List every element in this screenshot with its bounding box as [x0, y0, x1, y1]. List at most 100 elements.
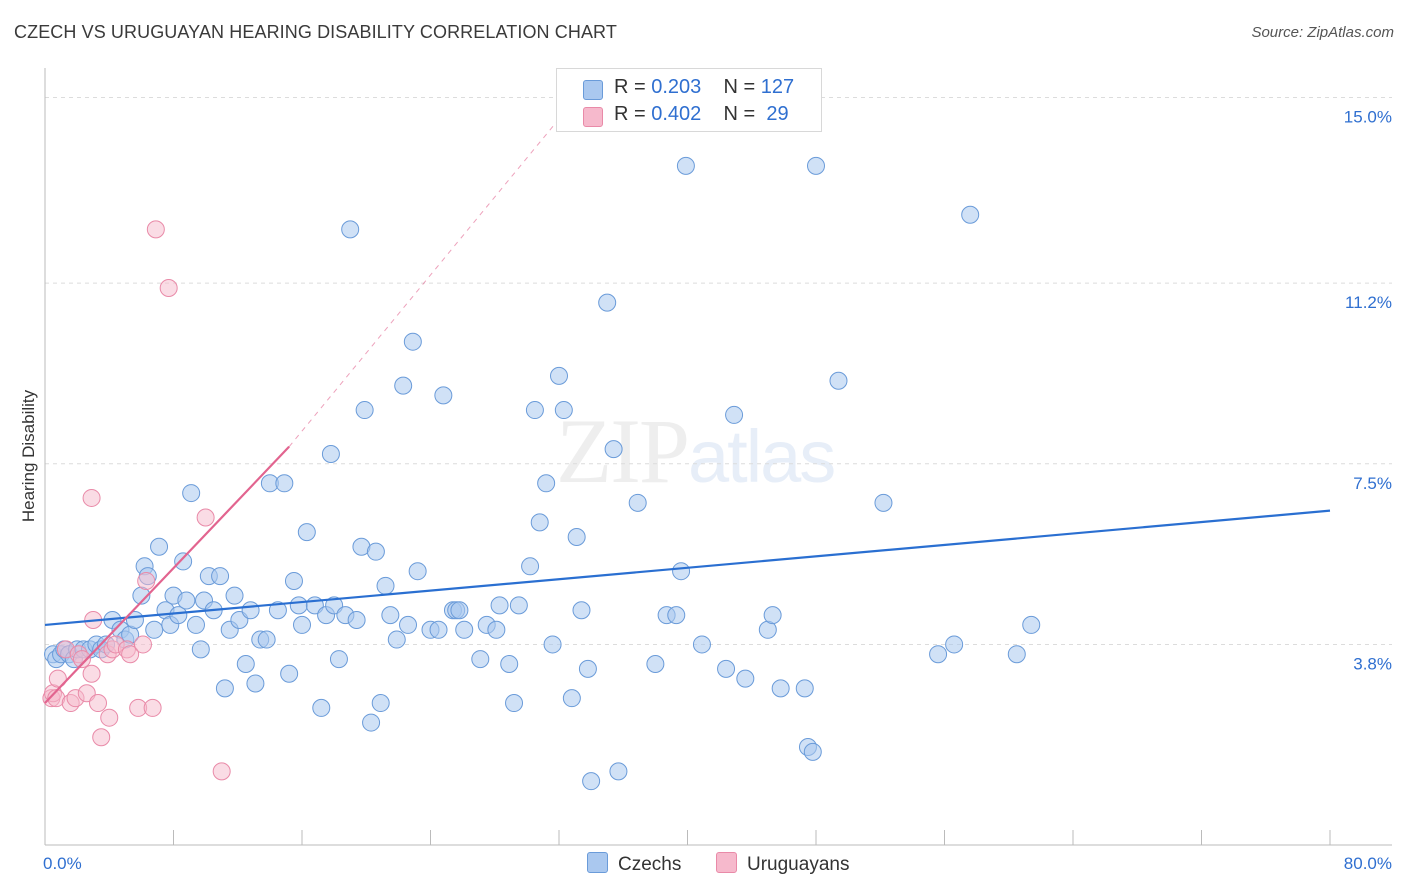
czech-point — [562, 689, 581, 708]
czech-point — [387, 630, 406, 649]
trend-lines — [44, 87, 1331, 704]
czech-point — [471, 650, 490, 669]
czech-point — [191, 640, 210, 659]
uruguayan-series — [42, 220, 231, 781]
czech-point — [525, 401, 544, 420]
czech-point — [381, 606, 400, 625]
czech-point — [550, 366, 568, 385]
czech-point — [329, 650, 348, 669]
x-tick-label: 0.0% — [43, 854, 82, 873]
y-tick-label: 7.5% — [1353, 474, 1392, 493]
czech-point — [182, 484, 201, 503]
watermark: ZIPatlas — [556, 398, 836, 504]
czech-point — [807, 156, 825, 175]
legend-row-czechs: R = 0.203 N = 127 — [557, 74, 821, 102]
uruguayan-point — [100, 708, 119, 727]
czech-point — [572, 601, 591, 620]
czech-point — [341, 220, 360, 239]
legend-text: R = 0.203 N = 127 — [614, 76, 794, 99]
czech-point — [676, 156, 695, 175]
legend-row-uruguayans: R = 0.402 N = 29 — [557, 101, 821, 129]
czech-point — [403, 332, 422, 351]
chart-title: CZECH VS URUGUAYAN HEARING DISABILITY CO… — [14, 22, 617, 42]
czech-point — [211, 567, 230, 586]
bottom-legend-uruguayans: Uruguayans — [716, 852, 849, 876]
czech-series — [44, 156, 1041, 791]
grid-lines — [45, 97, 1392, 645]
czech-point — [582, 772, 601, 791]
czech-point — [490, 596, 509, 615]
czech-point — [609, 762, 628, 781]
n-value: 29 — [760, 103, 789, 125]
uruguayan-point — [82, 664, 101, 683]
czech-point — [521, 557, 540, 576]
uruguayans-label: Uruguayans — [747, 854, 850, 875]
czech-point — [646, 654, 665, 673]
czech-point — [186, 615, 205, 634]
source-label: Source: ZipAtlas.com — [1251, 24, 1394, 41]
czech-point — [736, 669, 755, 688]
czech-point — [771, 679, 790, 698]
czech-point — [667, 606, 686, 625]
czech-point — [236, 654, 255, 673]
legend-text: R = 0.402 N = 29 — [614, 103, 789, 126]
czech-point — [434, 386, 453, 405]
czech-point — [394, 376, 413, 395]
czech-point — [1022, 615, 1041, 634]
y-tick-label: 3.8% — [1353, 654, 1392, 673]
correlation-legend: R = 0.203 N = 127 R = 0.402 N = 29 — [556, 68, 822, 132]
czech-point — [225, 586, 244, 605]
czech-point — [347, 611, 366, 630]
czech-point — [598, 293, 617, 312]
czech-point — [257, 630, 276, 649]
czech-point — [604, 440, 623, 459]
watermark-atlas: atlas — [688, 415, 836, 498]
czech-point — [543, 635, 562, 654]
uruguayan-point — [121, 645, 140, 664]
czech-point — [293, 615, 311, 634]
uruguayan-point — [133, 635, 152, 654]
r-label: R = — [614, 76, 652, 98]
uruguayan-point — [137, 571, 156, 590]
czech-swatch — [587, 852, 608, 873]
axes — [44, 68, 1392, 846]
uruguayan-swatch — [716, 852, 737, 873]
czech-point — [725, 405, 744, 424]
watermark-zip: ZIP — [556, 400, 690, 502]
czech-point — [174, 552, 193, 571]
czech-point — [376, 576, 395, 595]
uruguayan-point — [159, 278, 178, 297]
uruguayan-point — [212, 762, 231, 781]
czech-point — [275, 474, 294, 493]
czech-point — [450, 601, 469, 620]
czech-point — [717, 659, 736, 678]
czech-point — [241, 601, 260, 620]
czech-point — [537, 474, 556, 493]
czech-point — [961, 205, 980, 224]
czech-point — [312, 698, 331, 717]
czech-point — [945, 635, 964, 654]
czech-point — [874, 493, 893, 512]
czech-point — [408, 562, 427, 581]
n-value: 127 — [760, 76, 795, 98]
czech-point — [297, 523, 316, 542]
uruguayan-trend-extension — [288, 87, 586, 447]
czech-point — [692, 635, 711, 654]
czech-swatch — [583, 80, 603, 100]
n-label: N = — [723, 76, 761, 98]
uruguayan-point — [89, 694, 108, 713]
czech-point — [500, 654, 519, 673]
y-tick-label: 11.2% — [1345, 293, 1392, 312]
czech-point — [355, 401, 374, 420]
czech-point — [289, 596, 308, 615]
czech-point — [567, 528, 586, 547]
uruguayan-swatch — [583, 107, 603, 127]
n-label: N = — [723, 103, 761, 125]
uruguayan-point — [48, 669, 67, 688]
czechs-label: Czechs — [618, 854, 682, 875]
czech-point — [803, 742, 822, 761]
uruguayan-point — [143, 698, 162, 717]
uruguayan-trend-line — [44, 445, 290, 704]
uruguayan-point — [72, 650, 91, 669]
